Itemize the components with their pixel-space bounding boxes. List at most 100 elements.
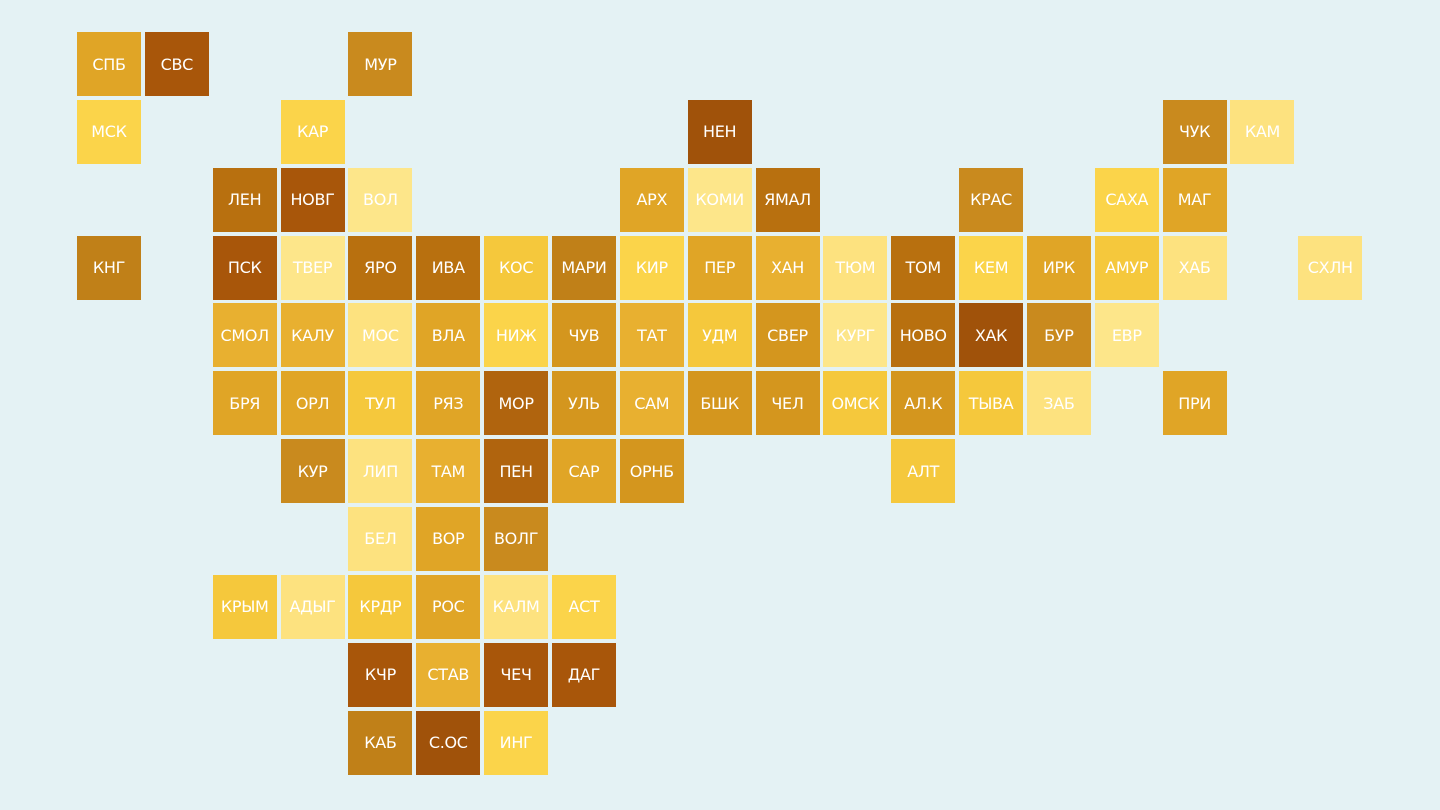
region-tile: СВС <box>144 32 209 96</box>
region-label: БЕЛ <box>364 529 397 549</box>
region-tile: ЧУК <box>1162 99 1227 164</box>
region-tile: БРЯ <box>212 371 277 436</box>
region-tile: СВЕР <box>755 303 820 368</box>
region-label: СХЛН <box>1307 258 1353 278</box>
region-label: ТАТ <box>637 325 667 345</box>
region-label: ТОМ <box>905 258 942 278</box>
region-label: РЯЗ <box>433 393 464 413</box>
region-label: ТАМ <box>431 461 466 481</box>
region-label: ВОЛГ <box>494 529 539 549</box>
region-label: НОВО <box>899 325 947 345</box>
region-tile: КЧР <box>348 642 413 707</box>
region-tile: ИВА <box>416 235 481 300</box>
region-label: ЛЕН <box>228 190 262 210</box>
region-label: ОРНБ <box>629 461 674 481</box>
region-label: ПРИ <box>1178 393 1211 413</box>
region-tile: ЯРО <box>348 235 413 300</box>
region-tile: РЯЗ <box>416 371 481 436</box>
region-tile: ПРИ <box>1162 371 1227 436</box>
region-label: ВОЛ <box>363 190 398 210</box>
region-tile: КАБ <box>348 710 413 775</box>
region-tile: С.ОС <box>416 710 481 775</box>
region-label: САХА <box>1105 190 1149 210</box>
region-tile: СХЛН <box>1298 235 1363 300</box>
region-label: СМОЛ <box>220 325 269 345</box>
region-label: СВЕР <box>767 325 808 345</box>
region-label: АЛТ <box>907 461 940 481</box>
region-tile: ТАТ <box>619 303 684 368</box>
region-label: САР <box>568 461 600 481</box>
region-label: АСТ <box>568 597 600 617</box>
region-tile: ТАМ <box>416 439 481 504</box>
region-tile: АСТ <box>551 574 616 639</box>
region-label: КАЛМ <box>492 597 540 617</box>
region-tile: ТОМ <box>891 235 956 300</box>
region-label: МАГ <box>1177 190 1212 210</box>
region-label: КРЫМ <box>220 597 269 617</box>
region-label: МУР <box>364 54 397 74</box>
region-label: ПЕН <box>499 461 533 481</box>
region-label: АДЫГ <box>289 597 336 617</box>
region-label: КРДР <box>359 597 402 617</box>
region-tile: ЧУВ <box>551 303 616 368</box>
region-label: ПСК <box>227 258 262 278</box>
region-label: ОРЛ <box>295 393 330 413</box>
region-label: ЧЕЛ <box>771 393 804 413</box>
region-label: РОС <box>431 597 465 617</box>
region-label: БШК <box>700 393 739 413</box>
region-tile: КИР <box>619 235 684 300</box>
region-label: КУР <box>297 461 328 481</box>
region-label: КАР <box>297 122 329 142</box>
region-tile: СТАВ <box>416 642 481 707</box>
region-label: КОС <box>498 258 534 278</box>
region-label: ХАН <box>770 258 805 278</box>
region-tile: ХАК <box>959 303 1024 368</box>
region-tile: ЗАБ <box>1026 371 1091 436</box>
region-label: ЧЕЧ <box>500 665 532 685</box>
region-label: УДМ <box>702 325 738 345</box>
region-label: КОМИ <box>695 190 744 210</box>
region-label: МСК <box>91 122 127 142</box>
region-tile: ТВЕР <box>280 235 345 300</box>
region-label: БУР <box>1044 325 1074 345</box>
region-tile: УДМ <box>687 303 752 368</box>
region-label: ХАК <box>974 325 1008 345</box>
region-tile: КОС <box>484 235 549 300</box>
region-tile: САМ <box>619 371 684 436</box>
region-tile: ОРНБ <box>619 439 684 504</box>
region-label: КЧР <box>364 665 396 685</box>
region-tile: ВОЛ <box>348 167 413 232</box>
region-label: СТАВ <box>427 665 470 685</box>
region-label: ТЫВА <box>968 393 1014 413</box>
region-tile: ЯМАЛ <box>755 167 820 232</box>
region-label: СПБ <box>92 54 126 74</box>
region-tile: БШК <box>687 371 752 436</box>
region-tile: КУР <box>280 439 345 504</box>
region-tile: КРДР <box>348 574 413 639</box>
region-label: ЯРО <box>364 258 397 278</box>
region-tile: ЧЕЧ <box>484 642 549 707</box>
region-label: ВЛА <box>431 325 465 345</box>
region-tile: КОМИ <box>687 167 752 232</box>
region-label: СВС <box>160 54 194 74</box>
region-tile: ИНГ <box>484 710 549 775</box>
region-label: НЕН <box>703 122 737 142</box>
region-label: КАБ <box>364 733 397 752</box>
region-label: ЧУВ <box>568 325 600 345</box>
region-label: АЛ.К <box>904 393 943 413</box>
region-tile: МСК <box>77 99 141 164</box>
region-label: МОР <box>498 393 534 413</box>
region-tile: МОР <box>484 371 549 436</box>
region-tile: НЕН <box>687 99 752 164</box>
region-tile: БУР <box>1026 303 1091 368</box>
region-label: ЛИП <box>362 461 398 481</box>
region-tile: ПСК <box>212 235 277 300</box>
region-tile: ЛЕН <box>212 167 277 232</box>
region-label: ИНГ <box>499 733 533 752</box>
region-tile: АЛТ <box>891 439 956 504</box>
region-tile: АДЫГ <box>280 574 345 639</box>
region-tile: КУРГ <box>823 303 888 368</box>
region-tile: САР <box>551 439 616 504</box>
region-tile: САХА <box>1094 167 1159 232</box>
